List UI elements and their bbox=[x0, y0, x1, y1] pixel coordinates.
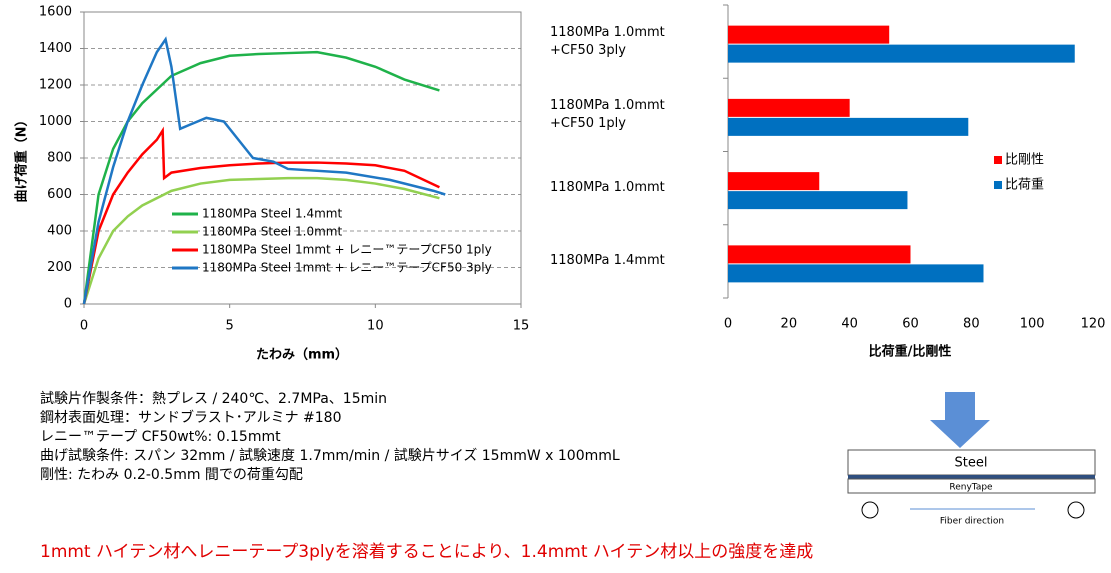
x-tick-label: 15 bbox=[513, 319, 530, 334]
x-tick-label: 0 bbox=[724, 317, 732, 332]
x-tick-label: 10 bbox=[367, 319, 384, 334]
y-tick-label: 1400 bbox=[39, 41, 72, 56]
tape-layer bbox=[848, 475, 1095, 479]
x-tick-label: 0 bbox=[80, 319, 88, 334]
x-tick-label: 40 bbox=[841, 317, 858, 332]
arrow bbox=[930, 392, 990, 448]
x-tick-label: 80 bbox=[963, 317, 980, 332]
note-line: 剛性: たわみ 0.2-0.5mm 間での荷重勾配 bbox=[40, 467, 303, 483]
note-line: 鋼材表面処理：サンドブラスト･アルミナ #180 bbox=[40, 410, 342, 426]
series-line bbox=[82, 176, 440, 305]
bar bbox=[728, 98, 850, 117]
bar bbox=[728, 172, 820, 191]
steel-layer bbox=[847, 449, 1096, 476]
bar bbox=[728, 245, 911, 264]
support bbox=[1067, 501, 1085, 519]
legend-swatch bbox=[994, 156, 1002, 164]
bar bbox=[728, 25, 890, 44]
note-line: レニー™テープ CF50wt%: 0.15mmt bbox=[40, 429, 281, 445]
x-axis-label: たわみ（mm） bbox=[256, 347, 348, 363]
y-tick-label: 1600 bbox=[39, 5, 72, 20]
y-tick-label: 200 bbox=[47, 260, 72, 275]
series-line bbox=[82, 50, 440, 305]
y-tick-label: 400 bbox=[47, 224, 72, 239]
series-line bbox=[82, 36, 446, 305]
bar bbox=[728, 191, 908, 210]
y-tick-label: 1200 bbox=[39, 78, 72, 93]
category-label: 1180MPa 1.0mmt +CF50 1ply bbox=[550, 97, 665, 131]
legend-label: 比剛性 bbox=[1005, 153, 1044, 168]
x-tick-label: 100 bbox=[1020, 317, 1045, 332]
legend-swatch bbox=[994, 181, 1002, 189]
x-axis-label: 比荷重/比剛性 bbox=[869, 344, 952, 360]
bar bbox=[728, 117, 969, 136]
y-tick-label: 800 bbox=[47, 151, 72, 166]
legend-label: 1180MPa Steel 1mmt + レニー™テープCF50 3ply bbox=[202, 261, 492, 275]
y-axis-label: 曲げ荷重（N） bbox=[14, 114, 30, 203]
x-tick-label: 60 bbox=[902, 317, 919, 332]
y-tick-label: 1000 bbox=[39, 114, 72, 129]
y-tick-label: 0 bbox=[64, 297, 72, 312]
legend-label: 比荷重 bbox=[1005, 177, 1044, 193]
tape-box bbox=[847, 478, 1096, 494]
legend-label: 1180MPa Steel 1.4mmt bbox=[202, 207, 342, 221]
legend-label: 1180MPa Steel 1.0mmt bbox=[202, 225, 342, 239]
category-label: 1180MPa 1.0mmt +CF50 3ply bbox=[550, 24, 665, 58]
fiber-label: Fiber direction bbox=[940, 517, 1004, 527]
x-tick-label: 20 bbox=[781, 317, 798, 332]
note-line: 曲げ試験条件: スパン 32mm / 試験速度 1.7mm/min / 試験片サ… bbox=[40, 448, 620, 464]
plot-frame bbox=[83, 11, 522, 305]
note-line: 試験片作製条件：熱プレス / 240℃、2.7MPa、15min bbox=[40, 391, 388, 407]
bar bbox=[728, 264, 984, 283]
support bbox=[861, 501, 879, 519]
bar bbox=[728, 44, 1075, 63]
category-label: 1180MPa 1.4mmt bbox=[550, 253, 665, 269]
conclusion: 1mmt ハイテン材へレニーテープ3plyを溶着することにより、1.4mmt ハ… bbox=[40, 542, 813, 562]
y-tick-label: 600 bbox=[47, 187, 72, 202]
steel-label: Steel bbox=[955, 456, 988, 471]
x-tick-label: 120 bbox=[1081, 317, 1106, 332]
series-line bbox=[82, 126, 440, 305]
tape-label: RenyTape bbox=[949, 483, 993, 493]
x-tick-label: 5 bbox=[226, 319, 234, 334]
legend-label: 1180MPa Steel 1mmt + レニー™テープCF50 1ply bbox=[202, 243, 492, 257]
category-label: 1180MPa 1.0mmt bbox=[550, 180, 665, 196]
